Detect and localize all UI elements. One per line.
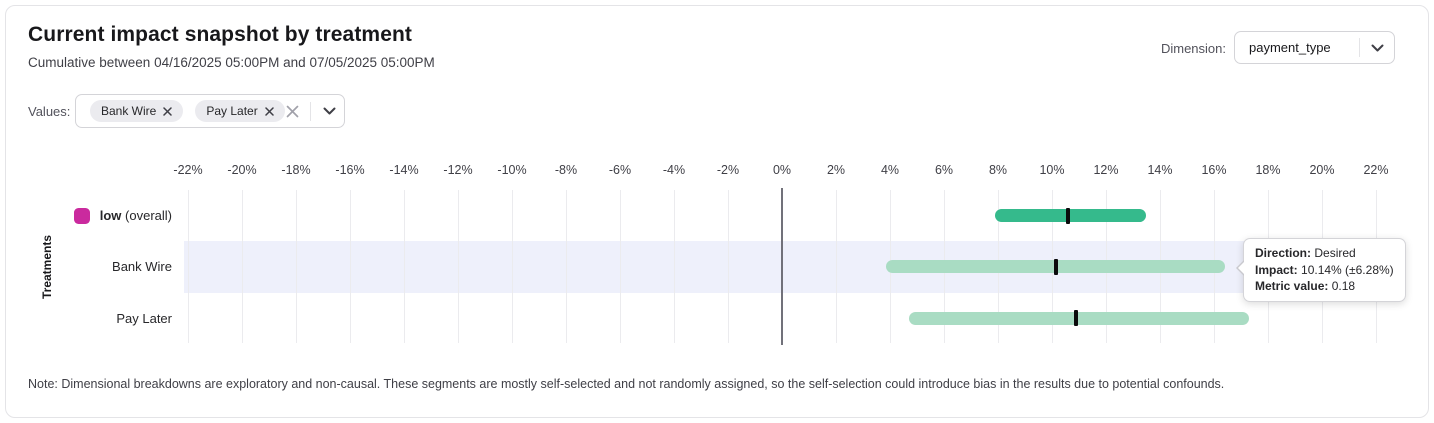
select-divider bbox=[1359, 38, 1360, 57]
x-tick-label: 16% bbox=[1201, 163, 1227, 177]
tooltip-line-metric-value-: Metric value: 0.18 bbox=[1255, 279, 1356, 293]
x-tick-label: 12% bbox=[1093, 163, 1119, 177]
row-label-low: low (overall) bbox=[73, 206, 172, 226]
x-tick-label: -4% bbox=[662, 163, 686, 177]
footnote: Note: Dimensional breakdowns are explora… bbox=[28, 377, 1225, 391]
x-tick-label: 6% bbox=[934, 163, 954, 177]
gridline bbox=[188, 190, 189, 343]
impact-bar-low[interactable] bbox=[995, 209, 1147, 223]
impact-bar-pay-later[interactable] bbox=[908, 311, 1250, 325]
tooltip-line-direction-: Direction: Desired bbox=[1255, 246, 1356, 260]
x-tick-label: -22% bbox=[173, 163, 203, 177]
chip-label: Bank Wire bbox=[101, 104, 157, 118]
x-tick-label: -2% bbox=[716, 163, 740, 177]
x-tick-label: 22% bbox=[1363, 163, 1389, 177]
gridline bbox=[566, 190, 567, 343]
chip-remove-icon[interactable] bbox=[163, 106, 173, 116]
values-controls bbox=[285, 101, 339, 121]
chevron-down-icon bbox=[1360, 44, 1394, 52]
values-divider bbox=[309, 101, 311, 121]
x-tick-label: 10% bbox=[1039, 163, 1065, 177]
gridline bbox=[350, 190, 351, 343]
selected-value-chips: Bank Wire Pay Later bbox=[90, 100, 285, 122]
zero-axis-line bbox=[781, 188, 783, 345]
chevron-down-icon[interactable] bbox=[321, 107, 339, 115]
x-tick-label: 18% bbox=[1255, 163, 1281, 177]
y-axis-label: Treatments bbox=[40, 234, 54, 300]
bar-tooltip: Direction: Desired Impact: 10.14% (±6.28%… bbox=[1236, 238, 1406, 302]
dimension-label: Dimension: bbox=[1160, 41, 1226, 56]
x-tick-label: 0% bbox=[772, 163, 792, 177]
gridline bbox=[296, 190, 297, 343]
chip-pay-later[interactable]: Pay Later bbox=[195, 100, 285, 122]
gridline bbox=[674, 190, 675, 343]
clear-all-icon[interactable] bbox=[285, 104, 300, 119]
chip-label: Pay Later bbox=[206, 104, 258, 118]
x-tick-label: 14% bbox=[1147, 163, 1173, 177]
x-tick-label: 4% bbox=[880, 163, 900, 177]
gridline bbox=[728, 190, 729, 343]
gridline bbox=[458, 190, 459, 343]
x-tick-label: -8% bbox=[554, 163, 578, 177]
gridline bbox=[242, 190, 243, 343]
x-tick-label: -14% bbox=[389, 163, 419, 177]
x-tick-label: -6% bbox=[608, 163, 632, 177]
gridline bbox=[836, 190, 837, 343]
x-tick-label: 2% bbox=[826, 163, 846, 177]
x-tick-label: 20% bbox=[1309, 163, 1335, 177]
values-multiselect: Bank Wire Pay Later bbox=[75, 94, 345, 128]
impact-marker-pay-later bbox=[1074, 310, 1079, 327]
dimension-selected-value: payment_type bbox=[1249, 40, 1331, 55]
gridline bbox=[404, 190, 405, 343]
row-label-bank-wire: Bank Wire bbox=[112, 259, 172, 275]
gridline bbox=[620, 190, 621, 343]
chip-remove-icon[interactable] bbox=[264, 106, 274, 116]
tooltip-line-impact-: Impact: 10.14% (±6.28%) bbox=[1255, 262, 1394, 277]
impact-marker-bank-wire bbox=[1053, 258, 1058, 275]
values-label: Values: bbox=[28, 104, 71, 119]
gridline bbox=[512, 190, 513, 343]
row-label-pay-later: Pay Later bbox=[116, 310, 172, 326]
x-tick-label: -16% bbox=[335, 163, 365, 177]
overall-swatch bbox=[73, 207, 90, 224]
chip-bank-wire[interactable]: Bank Wire bbox=[90, 100, 184, 122]
dimension-select[interactable]: payment_type bbox=[1234, 31, 1395, 64]
x-tick-label: -12% bbox=[443, 163, 473, 177]
x-tick-label: -20% bbox=[227, 163, 257, 177]
page-title: Current impact snapshot by treatment bbox=[28, 23, 412, 46]
x-tick-label: 8% bbox=[988, 163, 1008, 177]
x-tick-label: -10% bbox=[497, 163, 527, 177]
date-range-subtitle: Cumulative between 04/16/2025 05:00PM an… bbox=[28, 55, 435, 70]
x-tick-label: -18% bbox=[281, 163, 311, 177]
impact-marker-low bbox=[1066, 207, 1071, 224]
